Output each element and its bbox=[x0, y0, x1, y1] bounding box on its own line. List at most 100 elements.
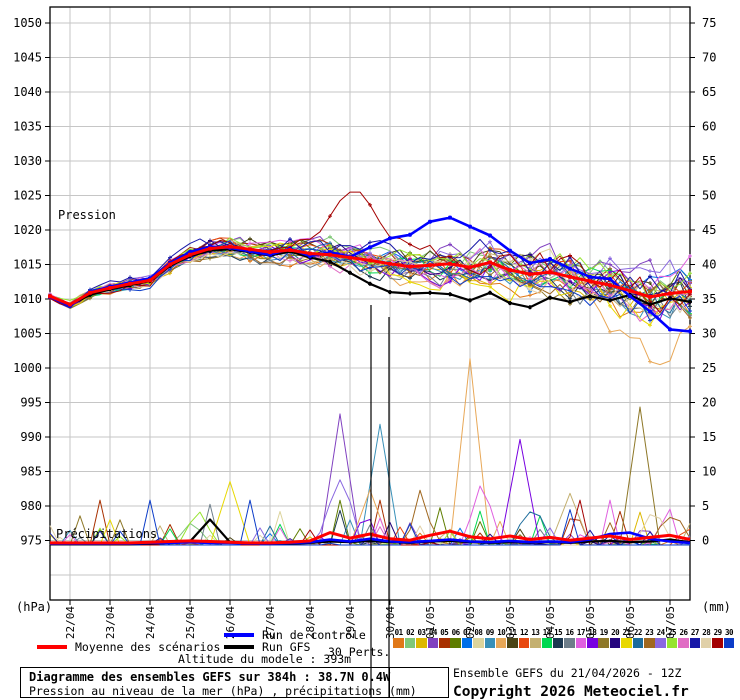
right-tick-label: 10 bbox=[702, 465, 716, 479]
perturbation-number: 02 bbox=[406, 628, 415, 637]
chart-title-box: Diagramme des ensembles GEFS sur 384h : … bbox=[20, 667, 417, 698]
perturbation-color-swatch bbox=[427, 638, 439, 648]
left-tick-label: 1010 bbox=[13, 292, 42, 306]
perturbation-legend-item: 11 bbox=[507, 628, 518, 648]
left-tick-label: 1035 bbox=[13, 120, 42, 134]
perturbation-legend-item: 30 bbox=[723, 628, 735, 648]
gfs-line-swatch bbox=[224, 645, 254, 649]
perturbation-color-swatch bbox=[439, 638, 450, 648]
perturbation-legend-item: 18 bbox=[587, 628, 598, 648]
perturbation-number: 25 bbox=[668, 628, 677, 637]
x-tick-label: 28/04 bbox=[304, 606, 317, 639]
legend-mean-label: Moyenne des scénarios bbox=[75, 640, 221, 654]
perturbation-number: 28 bbox=[702, 628, 711, 637]
perturbation-color-swatch bbox=[564, 638, 575, 648]
copyright-text: Copyright 2026 Meteociel.fr bbox=[453, 684, 689, 700]
left-tick-label: 1030 bbox=[13, 154, 42, 168]
perturbation-color-swatch bbox=[666, 638, 678, 648]
mean-line-swatch bbox=[37, 645, 67, 649]
perturbation-number: 27 bbox=[690, 628, 700, 637]
x-tick-label: 30/04 bbox=[384, 606, 397, 639]
perturbation-legend-item: 22 bbox=[632, 628, 644, 648]
perturbation-color-swatch bbox=[678, 638, 689, 648]
model-altitude-note: Altitude du modele : 393m bbox=[178, 652, 352, 666]
left-tick-label: 1040 bbox=[13, 85, 42, 99]
right-tick-label: 60 bbox=[702, 120, 716, 134]
perturbation-number: 06 bbox=[451, 628, 461, 637]
right-tick-label: 65 bbox=[702, 85, 716, 99]
x-tick-label: 05/05 bbox=[584, 606, 597, 639]
perturbation-color-swatch bbox=[518, 638, 530, 648]
perturbation-number: 14 bbox=[542, 628, 552, 637]
perturbation-legend-item: 09 bbox=[484, 628, 496, 648]
perturbation-number: 13 bbox=[531, 628, 540, 637]
perturbation-color-swatch bbox=[416, 638, 427, 648]
perturbation-number: 18 bbox=[588, 628, 597, 637]
perturbation-legend-item: 06 bbox=[450, 628, 461, 648]
pressure-section-label: Pression bbox=[58, 208, 116, 222]
perturbation-legend-item: 03 bbox=[416, 628, 427, 648]
x-tick-label: 06/05 bbox=[624, 606, 637, 639]
perturbation-color-swatch bbox=[393, 638, 404, 648]
right-tick-label: 55 bbox=[702, 154, 716, 168]
perturbation-legend-item: 28 bbox=[700, 628, 712, 648]
perturbation-color-swatch bbox=[723, 638, 735, 648]
x-tick-label: 29/04 bbox=[344, 606, 357, 639]
perturbation-color-swatch bbox=[700, 638, 712, 648]
empty-aux-box bbox=[389, 667, 449, 698]
perturbation-number: 24 bbox=[656, 628, 666, 637]
perturbation-color-swatch bbox=[712, 638, 723, 648]
perturbation-legend-item: 07 bbox=[461, 628, 473, 648]
left-tick-label: 985 bbox=[20, 465, 42, 479]
right-tick-label: 15 bbox=[702, 430, 716, 444]
perturbation-color-swatch bbox=[461, 638, 473, 648]
perturbation-color-swatch bbox=[450, 638, 461, 648]
left-tick-label: 1045 bbox=[13, 51, 42, 65]
x-tick-label: 26/04 bbox=[224, 606, 237, 639]
perturbation-number: 01 bbox=[394, 628, 404, 637]
perturbation-legend-item: 10 bbox=[495, 628, 507, 648]
perturbation-legend-item: 24 bbox=[655, 628, 666, 648]
perturbation-legend-item: 02 bbox=[404, 628, 416, 648]
perturbation-number: 21 bbox=[622, 628, 631, 637]
perturbation-legend-item: 27 bbox=[689, 628, 701, 648]
left-tick-label: 1000 bbox=[13, 361, 42, 375]
x-tick-label: 03/05 bbox=[504, 606, 517, 639]
x-tick-label: 23/04 bbox=[104, 606, 117, 639]
perturbation-legend-item: 08 bbox=[473, 628, 484, 648]
right-tick-label: 50 bbox=[702, 189, 716, 203]
perturbation-legend-item: 23 bbox=[644, 628, 655, 648]
left-tick-label: 990 bbox=[20, 430, 42, 444]
left-tick-label: 975 bbox=[20, 534, 42, 548]
mean-precip-line bbox=[50, 529, 691, 545]
perturbation-number: 29 bbox=[713, 628, 723, 637]
perturbation-number: 09 bbox=[485, 628, 495, 637]
perturbation-number: 07 bbox=[463, 628, 472, 637]
perturbation-number: 15 bbox=[554, 628, 563, 637]
perturbation-legend-item: 21 bbox=[621, 628, 632, 648]
perturbation-color-swatch bbox=[598, 638, 609, 648]
perturbation-legend-item: 25 bbox=[666, 628, 678, 648]
left-axis-unit: (hPa) bbox=[16, 600, 53, 614]
perturbation-color-swatch bbox=[404, 638, 416, 648]
perturbation-color-swatch bbox=[473, 638, 484, 648]
perturbation-number: 17 bbox=[576, 628, 586, 637]
perturbation-number: 26 bbox=[679, 628, 688, 637]
right-tick-label: 5 bbox=[702, 499, 709, 513]
perturbation-color-legend: 01 02 03 04 05 06 07 08 09 10 11 12 13 14 15 16 17 18 19 20… bbox=[393, 628, 735, 648]
left-tick-label: 1005 bbox=[13, 327, 42, 341]
perturbation-number: 10 bbox=[497, 628, 506, 637]
x-tick-label: 22/04 bbox=[64, 606, 77, 639]
control-line-swatch bbox=[224, 633, 254, 637]
perturbation-color-swatch bbox=[495, 638, 507, 648]
perturbation-color-swatch bbox=[655, 638, 666, 648]
perturbation-legend-item: 04 bbox=[427, 628, 439, 648]
legend-gfs-label: Run GFS bbox=[262, 640, 311, 654]
member-precip-line bbox=[50, 499, 690, 546]
x-tick-label: 04/05 bbox=[544, 606, 557, 639]
perturbation-legend-item: 19 bbox=[598, 628, 609, 648]
perturbation-legend-item: 15 bbox=[552, 628, 564, 648]
legend-perts-label: 30 Perts. bbox=[328, 645, 391, 659]
right-tick-label: 75 bbox=[702, 16, 716, 30]
